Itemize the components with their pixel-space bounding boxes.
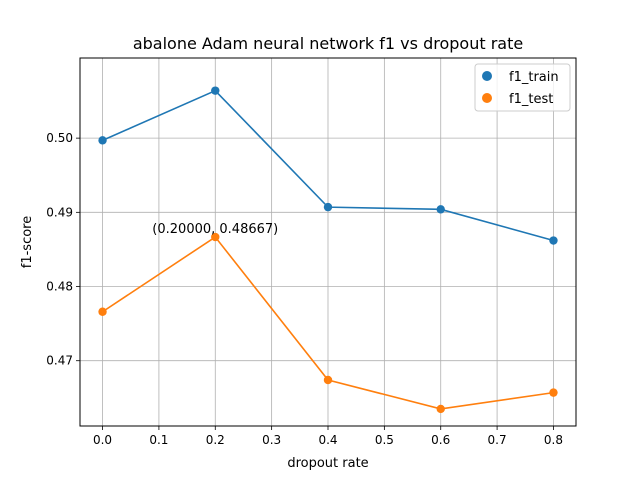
- x-tick-label: 0.1: [149, 433, 168, 447]
- chart-title: abalone Adam neural network f1 vs dropou…: [133, 34, 523, 53]
- x-tick-label: 0.2: [206, 433, 225, 447]
- data-point-f1-test: [436, 404, 445, 414]
- x-tick-label: 0.4: [318, 433, 337, 447]
- x-tick-label: 0.7: [488, 433, 507, 447]
- y-tick-label: 0.47: [46, 354, 73, 368]
- legend-marker-f1-train: [482, 71, 492, 81]
- data-point-f1-test: [98, 307, 107, 316]
- data-point-f1-train: [323, 202, 333, 212]
- data-point-f1-train: [549, 236, 558, 245]
- grid: [80, 58, 576, 426]
- x-tick-label: 0.5: [375, 433, 394, 447]
- x-axis-label: dropout rate: [287, 456, 368, 471]
- data-point-f1-train: [211, 86, 220, 95]
- legend-label-f1-test: f1_test: [509, 92, 553, 107]
- point-annotation: (0.20000, 0.48667): [152, 222, 278, 237]
- y-axis-label: f1-score: [20, 216, 35, 268]
- y-tick-label: 0.50: [46, 131, 73, 145]
- y-axis: 0.47 0.48 0.49 0.50: [46, 131, 80, 368]
- data-point-f1-train: [436, 205, 445, 214]
- y-tick-label: 0.49: [46, 205, 73, 219]
- series-layer: [98, 86, 558, 414]
- data-point-f1-train: [98, 136, 107, 145]
- annotation-layer: (0.20000, 0.48667): [152, 222, 278, 237]
- y-tick-label: 0.48: [46, 280, 73, 294]
- data-point-f1-test: [549, 388, 558, 397]
- legend-marker-f1-test: [482, 93, 492, 103]
- x-axis: 0.0 0.1 0.2 0.3 0.4 0.5 0.6 0.7 0.8: [93, 426, 563, 447]
- legend-label-f1-train: f1_train: [509, 70, 559, 85]
- x-tick-label: 0.0: [93, 433, 112, 447]
- x-tick-label: 0.3: [262, 433, 281, 447]
- data-point-f1-test: [211, 232, 220, 242]
- x-tick-label: 0.6: [431, 433, 450, 447]
- legend-box: [474, 63, 571, 112]
- x-tick-label: 0.8: [544, 433, 563, 447]
- data-point-f1-test: [323, 375, 333, 385]
- legend: f1_train f1_test: [474, 63, 571, 112]
